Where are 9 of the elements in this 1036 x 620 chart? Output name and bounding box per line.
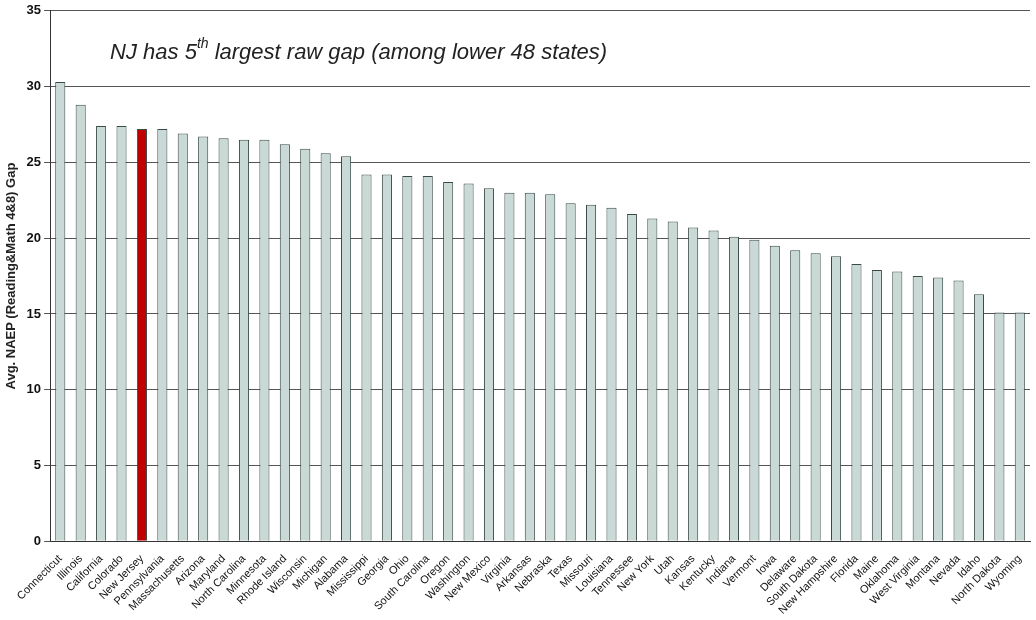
y-axis-title: Avg. NAEP (Reading&Math 4&8) Gap — [3, 162, 19, 390]
y-tick-label: 0 — [33, 532, 42, 548]
y-tick-label: 15 — [26, 305, 42, 321]
y-tick-label: 5 — [33, 457, 42, 473]
y-tick-label: 20 — [26, 229, 42, 245]
y-tick-label: 35 — [26, 2, 42, 18]
y-tick-label: 10 — [26, 381, 42, 397]
y-tick-label: 25 — [26, 153, 42, 169]
y-tick-label: 30 — [26, 78, 42, 94]
